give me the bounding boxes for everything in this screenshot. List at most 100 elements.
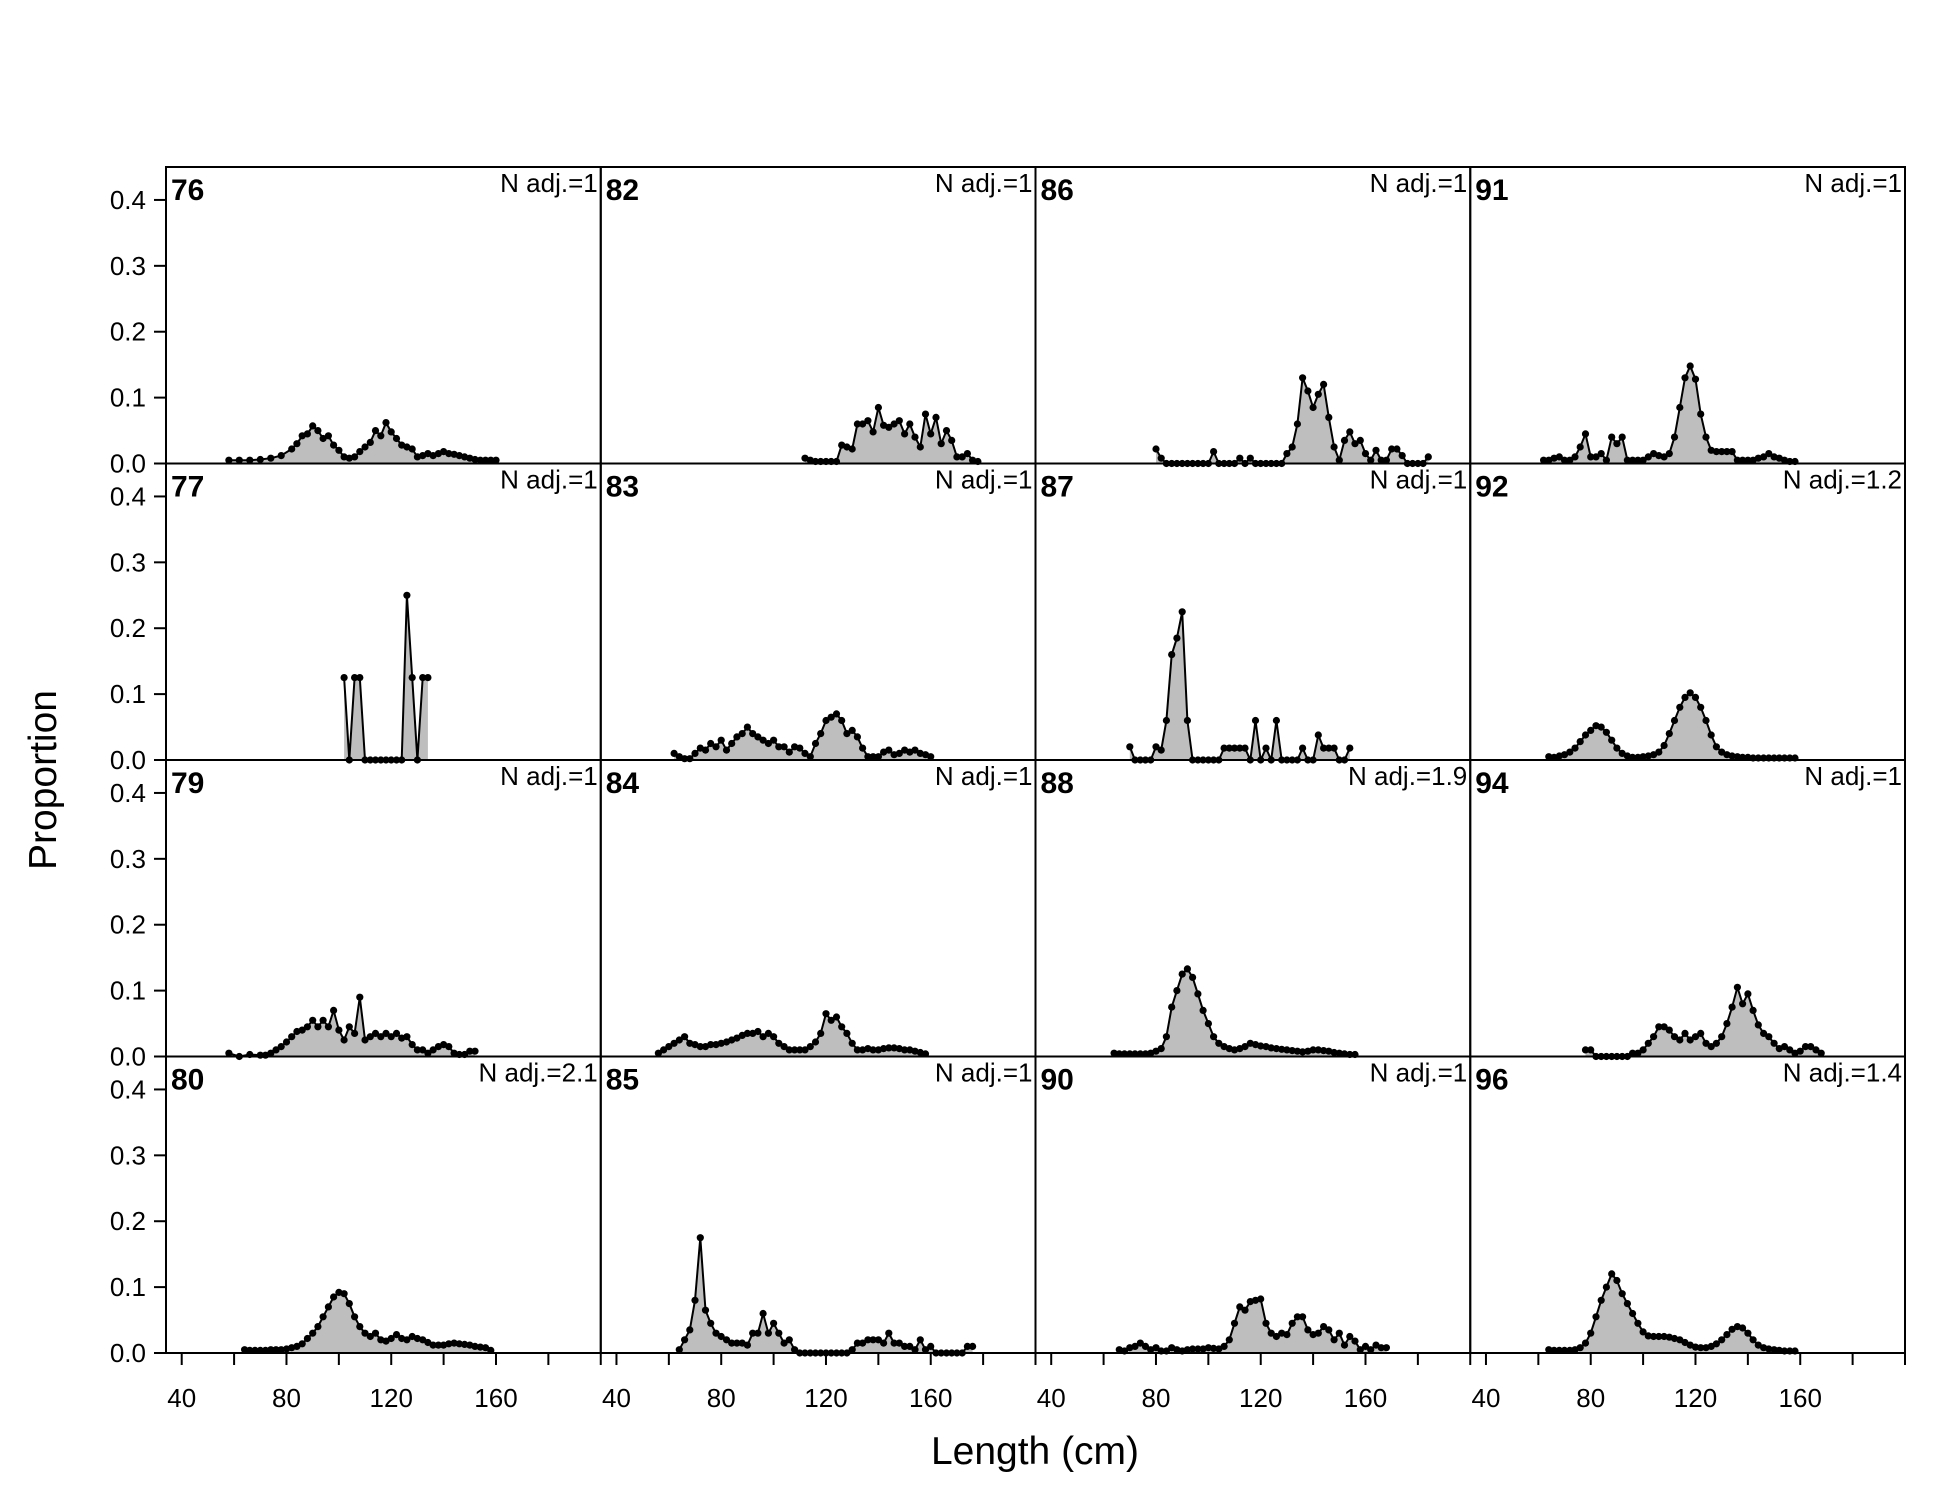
point-88 (1168, 1003, 1176, 1011)
x-tick-label: 40 (602, 1383, 631, 1413)
point-84 (764, 1029, 773, 1037)
point-94 (1770, 1039, 1778, 1047)
point-79 (340, 1036, 348, 1044)
point-83 (827, 713, 835, 721)
point-80 (267, 1346, 275, 1354)
point-83 (738, 730, 746, 738)
point-94 (1587, 1046, 1595, 1054)
point-91 (1587, 453, 1595, 461)
point-85 (864, 1336, 872, 1344)
panel-nadj-label: N adj.=1 (500, 168, 598, 198)
point-92 (1676, 703, 1684, 711)
point-86 (1330, 443, 1338, 451)
point-85 (681, 1336, 689, 1344)
point-85 (853, 1339, 862, 1347)
x-tick-label: 160 (909, 1383, 952, 1413)
point-86 (1304, 387, 1312, 395)
point-88 (1241, 1043, 1249, 1051)
point-96 (1691, 1343, 1700, 1351)
point-91 (1718, 448, 1726, 456)
point-84 (696, 1043, 704, 1051)
point-85 (701, 1306, 710, 1314)
point-94 (1712, 1039, 1720, 1047)
point-77 (424, 674, 432, 682)
point-91 (1581, 430, 1590, 438)
point-82 (932, 413, 940, 421)
point-82 (953, 453, 961, 461)
point-91 (1760, 453, 1768, 461)
point-85 (686, 1326, 694, 1334)
point-76 (314, 427, 322, 435)
point-94 (1581, 1046, 1590, 1054)
panel-nadj-label: N adj.=1 (935, 168, 1033, 198)
point-79 (445, 1043, 453, 1051)
point-96 (1639, 1328, 1647, 1336)
panel-frame-79 (165, 759, 602, 1058)
point-83 (848, 726, 856, 735)
point-86 (1320, 380, 1328, 388)
point-91 (1681, 374, 1689, 382)
point-80 (303, 1334, 311, 1343)
point-90 (1367, 1346, 1375, 1354)
point-86 (1424, 453, 1432, 461)
point-86 (1152, 445, 1160, 453)
point-84 (869, 1046, 877, 1054)
point-94 (1644, 1039, 1652, 1047)
point-79 (298, 1026, 306, 1034)
panel-nadj-label: N adj.=1 (935, 465, 1033, 495)
axes-layer: 0.00.10.20.30.40.00.10.20.30.40.00.10.20… (110, 185, 1906, 1413)
y-tick-label: 0.3 (110, 1140, 146, 1170)
point-91 (1608, 433, 1616, 441)
point-76 (445, 450, 453, 458)
panel-frame-87 (1034, 462, 1472, 761)
point-85 (911, 1346, 919, 1354)
y-tick-label: 0.4 (110, 185, 146, 215)
point-92 (1613, 744, 1621, 752)
panel-year-label: 86 (1041, 174, 1074, 207)
point-84 (817, 1029, 825, 1037)
point-83 (701, 746, 710, 754)
point-91 (1744, 456, 1752, 464)
point-76 (256, 455, 264, 464)
point-80 (319, 1313, 327, 1321)
area-82 (805, 407, 978, 464)
y-tick-label: 0.0 (110, 449, 146, 479)
panel-nadj-label: N adj.=1 (1804, 761, 1902, 791)
point-79 (371, 1029, 380, 1037)
point-94 (1796, 1047, 1804, 1055)
point-76 (330, 441, 338, 449)
point-91 (1618, 433, 1626, 441)
point-85 (785, 1336, 793, 1344)
point-77 (408, 674, 416, 682)
point-76 (408, 445, 416, 453)
point-76 (371, 427, 380, 435)
point-82 (921, 410, 930, 418)
point-76 (392, 434, 401, 443)
point-92 (1581, 731, 1590, 739)
area-94 (1585, 987, 1822, 1057)
point-88 (1283, 1046, 1291, 1054)
point-76 (476, 456, 484, 464)
point-84 (660, 1046, 668, 1054)
point-91 (1702, 433, 1710, 441)
panel-frame-94 (1469, 759, 1906, 1058)
point-86 (1356, 436, 1364, 444)
point-96 (1712, 1340, 1720, 1348)
point-90 (1210, 1344, 1218, 1352)
panel-frame-83 (599, 462, 1037, 761)
point-76 (351, 453, 359, 461)
panel-year-label: 84 (606, 767, 640, 800)
point-83 (717, 736, 725, 744)
point-92 (1712, 743, 1720, 751)
panel-83: 83 N adj.=1 (599, 462, 1037, 763)
point-92 (1655, 748, 1663, 756)
point-96 (1749, 1336, 1757, 1344)
y-tick-label: 0.4 (110, 481, 146, 511)
point-91 (1644, 453, 1652, 461)
point-83 (785, 748, 793, 756)
point-76 (235, 456, 243, 464)
point-91 (1597, 450, 1605, 458)
point-80 (356, 1323, 364, 1331)
point-76 (288, 445, 296, 453)
point-77 (403, 591, 411, 599)
